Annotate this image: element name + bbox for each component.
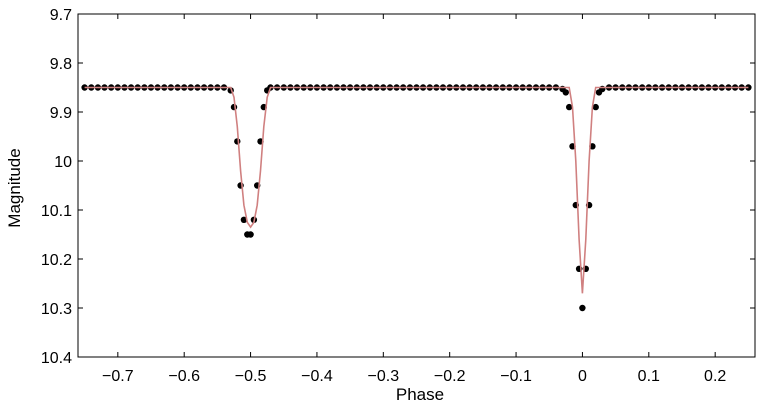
y-tick-label: 10.2 — [41, 252, 72, 269]
y-tick-label: 10 — [54, 154, 72, 171]
y-tick-label: 9.8 — [50, 56, 72, 73]
x-tick-label: 0.1 — [638, 368, 660, 385]
x-tick-label: −0.1 — [500, 368, 532, 385]
plot-frame — [77, 13, 756, 358]
x-tick-label: −0.2 — [434, 368, 466, 385]
plot-area — [77, 13, 756, 358]
y-tick-label: 9.7 — [50, 7, 72, 24]
x-tick-label: −0.3 — [368, 368, 400, 385]
x-tick-label: 0.2 — [704, 368, 726, 385]
y-tick-label: 9.9 — [50, 105, 72, 122]
data-point — [579, 304, 586, 312]
x-tick-label: −0.4 — [301, 368, 333, 385]
data-point — [230, 103, 238, 111]
y-axis-title: Magnitude — [5, 148, 24, 227]
x-tick-label: −0.6 — [168, 368, 200, 385]
observation-points — [81, 84, 752, 312]
data-point — [234, 138, 241, 145]
model-fit-line — [84, 86, 749, 294]
data-point — [562, 89, 569, 96]
data-point — [592, 103, 599, 111]
x-tick-label: −0.7 — [102, 368, 134, 385]
data-point — [247, 231, 254, 238]
y-tick-label: 10.3 — [41, 301, 72, 318]
x-tick-label: −0.5 — [235, 368, 267, 385]
x-axis-title: Phase — [396, 385, 444, 404]
data-point — [240, 216, 248, 223]
y-axis-ticks: 9.7 9.8 9.9 10 10.1 10.2 10.3 10.4 — [41, 7, 755, 367]
y-tick-label: 10.1 — [41, 203, 72, 220]
x-tick-label: 0 — [578, 368, 587, 385]
x-axis-ticks: −0.7 −0.6 −0.5 −0.4 −0.3 −0.2 −0.1 0 0.1 0.2 — [102, 14, 726, 385]
data-point — [566, 103, 573, 111]
y-tick-label: 10.4 — [41, 350, 72, 367]
